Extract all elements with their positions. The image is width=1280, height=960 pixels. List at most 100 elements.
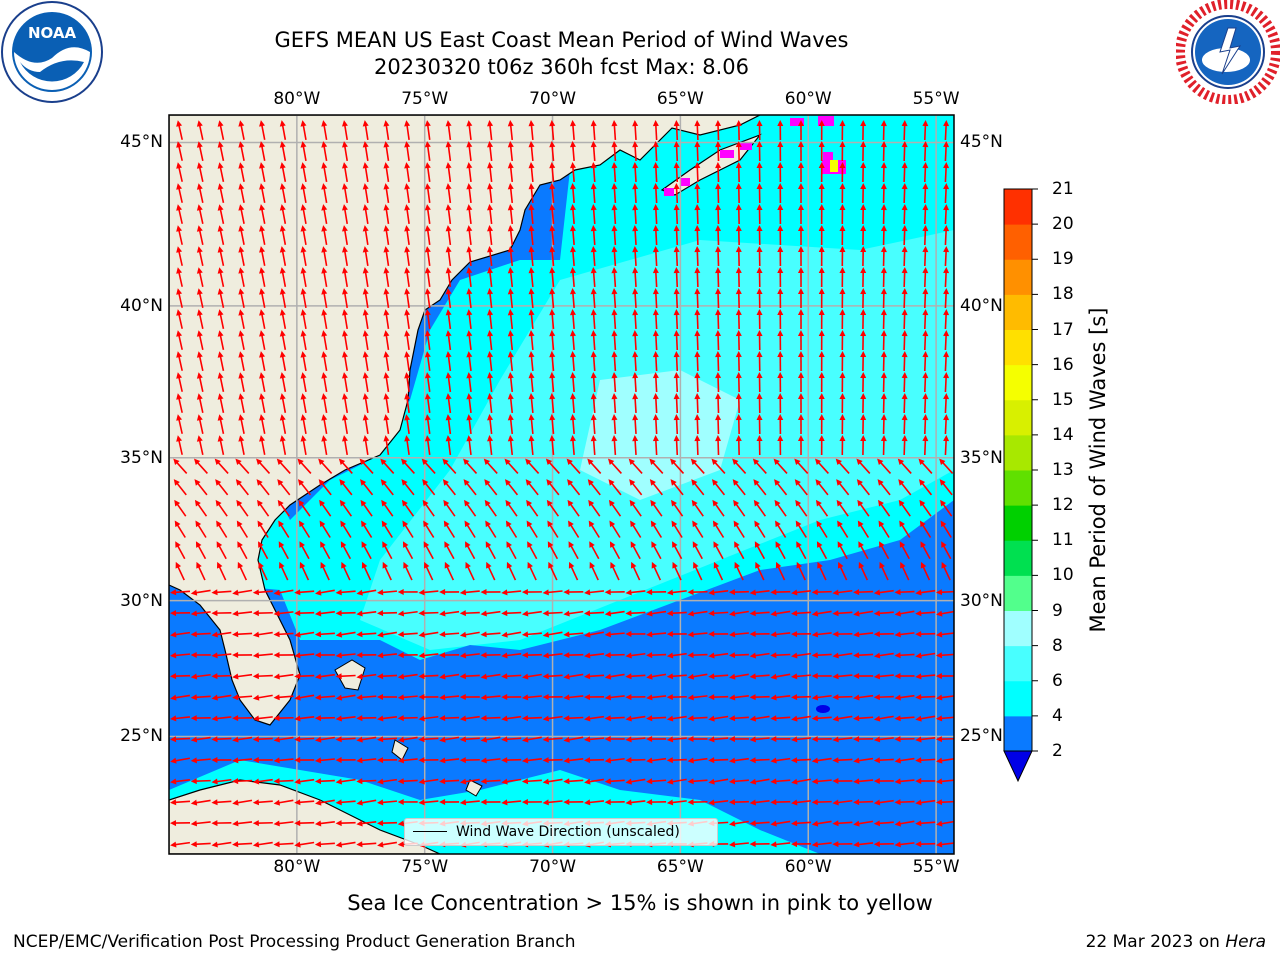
wave-direction-arrow — [915, 778, 936, 785]
wave-direction-arrow — [712, 520, 725, 538]
wave-direction-arrow — [424, 225, 431, 246]
wave-direction-arrow — [652, 120, 659, 141]
wave-direction-arrow — [694, 120, 701, 141]
wave-direction-arrow — [873, 736, 894, 743]
wave-direction-arrow — [402, 541, 414, 560]
wave-direction-arrow — [880, 162, 887, 183]
wave-direction-arrow — [176, 372, 183, 392]
wave-direction-arrow — [796, 561, 806, 581]
wave-direction-arrow — [445, 393, 452, 414]
wave-direction-arrow — [300, 435, 307, 455]
colorbar-tick-label: 9 — [1052, 600, 1063, 621]
colorbar-tick-label: 6 — [1052, 670, 1063, 691]
wave-direction-arrow — [321, 288, 328, 308]
wave-direction-arrow — [439, 694, 460, 701]
wave-direction-arrow — [335, 589, 356, 596]
wave-direction-arrow — [839, 183, 846, 204]
wave-direction-arrow — [314, 631, 335, 638]
wave-direction-arrow — [507, 309, 514, 330]
wave-direction-arrow — [666, 673, 687, 680]
colorbar-segment — [1004, 189, 1032, 225]
wave-direction-arrow — [341, 204, 349, 224]
wave-direction-arrow — [252, 820, 273, 827]
wave-direction-arrow — [335, 820, 356, 827]
wave-direction-arrow — [611, 141, 618, 162]
wave-direction-arrow — [632, 372, 639, 393]
wave-direction-arrow — [525, 479, 539, 496]
wave-direction-arrow — [775, 561, 786, 581]
wave-direction-arrow — [943, 309, 950, 330]
wave-direction-arrow — [321, 330, 328, 350]
wave-direction-arrow — [894, 652, 915, 659]
wave-direction-arrow — [749, 673, 770, 680]
wave-direction-arrow — [673, 246, 680, 267]
colorbar-tick-label: 2 — [1052, 741, 1063, 761]
wave-direction-arrow — [195, 520, 207, 538]
wave-direction-arrow — [797, 309, 804, 330]
wave-direction-arrow — [464, 520, 476, 538]
wave-direction-arrow — [170, 610, 191, 617]
wave-direction-arrow — [232, 631, 253, 638]
wave-direction-arrow — [646, 652, 667, 659]
wave-direction-arrow — [404, 183, 411, 204]
wave-direction-arrow — [756, 309, 763, 330]
lon-tick-label-bottom: 75°W — [401, 857, 449, 877]
wave-direction-arrow — [943, 162, 950, 183]
wave-direction-arrow — [542, 652, 563, 659]
wave-direction-arrow — [735, 288, 742, 309]
wave-direction-arrow — [170, 589, 191, 596]
land-north-america — [169, 115, 761, 726]
wave-direction-arrow — [652, 141, 659, 162]
wave-direction-arrow — [749, 841, 770, 848]
wave-direction-arrow — [860, 435, 867, 456]
wave-direction-arrow — [194, 479, 208, 496]
wave-direction-arrow — [915, 820, 936, 827]
wave-direction-arrow — [338, 458, 353, 474]
wave-direction-arrow — [858, 561, 869, 581]
wave-direction-arrow — [673, 141, 680, 162]
wave-direction-arrow — [611, 393, 618, 414]
wave-direction-arrow — [694, 288, 701, 309]
wave-direction-arrow — [791, 694, 812, 701]
wave-direction-arrow — [341, 183, 349, 203]
wave-direction-arrow — [252, 652, 273, 659]
wave-direction-arrow — [445, 435, 452, 456]
wave-direction-arrow — [273, 631, 294, 638]
wave-direction-arrow — [459, 673, 480, 680]
colorbar-title: Mean Period of Wind Waves [s] — [1086, 307, 1110, 633]
wave-direction-arrow — [298, 520, 311, 538]
wave-direction-arrow — [728, 715, 749, 722]
wave-direction-arrow — [691, 479, 705, 496]
wave-direction-arrow — [377, 652, 398, 659]
wave-direction-arrow — [217, 351, 225, 371]
wave-direction-arrow — [775, 520, 787, 538]
wave-direction-arrow — [211, 715, 232, 722]
wave-direction-arrow — [528, 309, 535, 330]
wave-direction-arrow — [424, 330, 431, 351]
wave-direction-arrow — [860, 162, 867, 183]
wave-direction-arrow — [424, 141, 431, 162]
wave-direction-arrow — [528, 435, 535, 456]
wave-direction-arrow — [211, 694, 232, 701]
wave-direction-arrow — [190, 757, 211, 764]
wave-direction-arrow — [715, 225, 722, 246]
wave-direction-arrow — [604, 631, 625, 638]
wave-direction-arrow — [404, 141, 411, 162]
wave-direction-arrow — [749, 715, 770, 722]
wave-direction-arrow — [445, 183, 452, 204]
wave-direction-arrow — [445, 351, 452, 372]
wave-direction-arrow — [444, 541, 455, 560]
wave-direction-arrow — [811, 631, 832, 638]
wave-direction-arrow — [756, 246, 763, 267]
wave-direction-arrow — [273, 715, 294, 722]
wave-direction-arrow — [232, 820, 253, 827]
wave-direction-arrow — [259, 330, 266, 350]
wave-direction-arrow — [319, 520, 331, 538]
wave-direction-arrow — [459, 694, 480, 701]
wave-direction-arrow — [894, 610, 915, 617]
wave-direction-arrow — [853, 673, 874, 680]
wave-direction-arrow — [673, 288, 680, 309]
wave-direction-arrow — [922, 309, 929, 330]
lon-tick-label-bottom: 60°W — [784, 857, 832, 877]
colorbar-segment — [1004, 470, 1032, 506]
